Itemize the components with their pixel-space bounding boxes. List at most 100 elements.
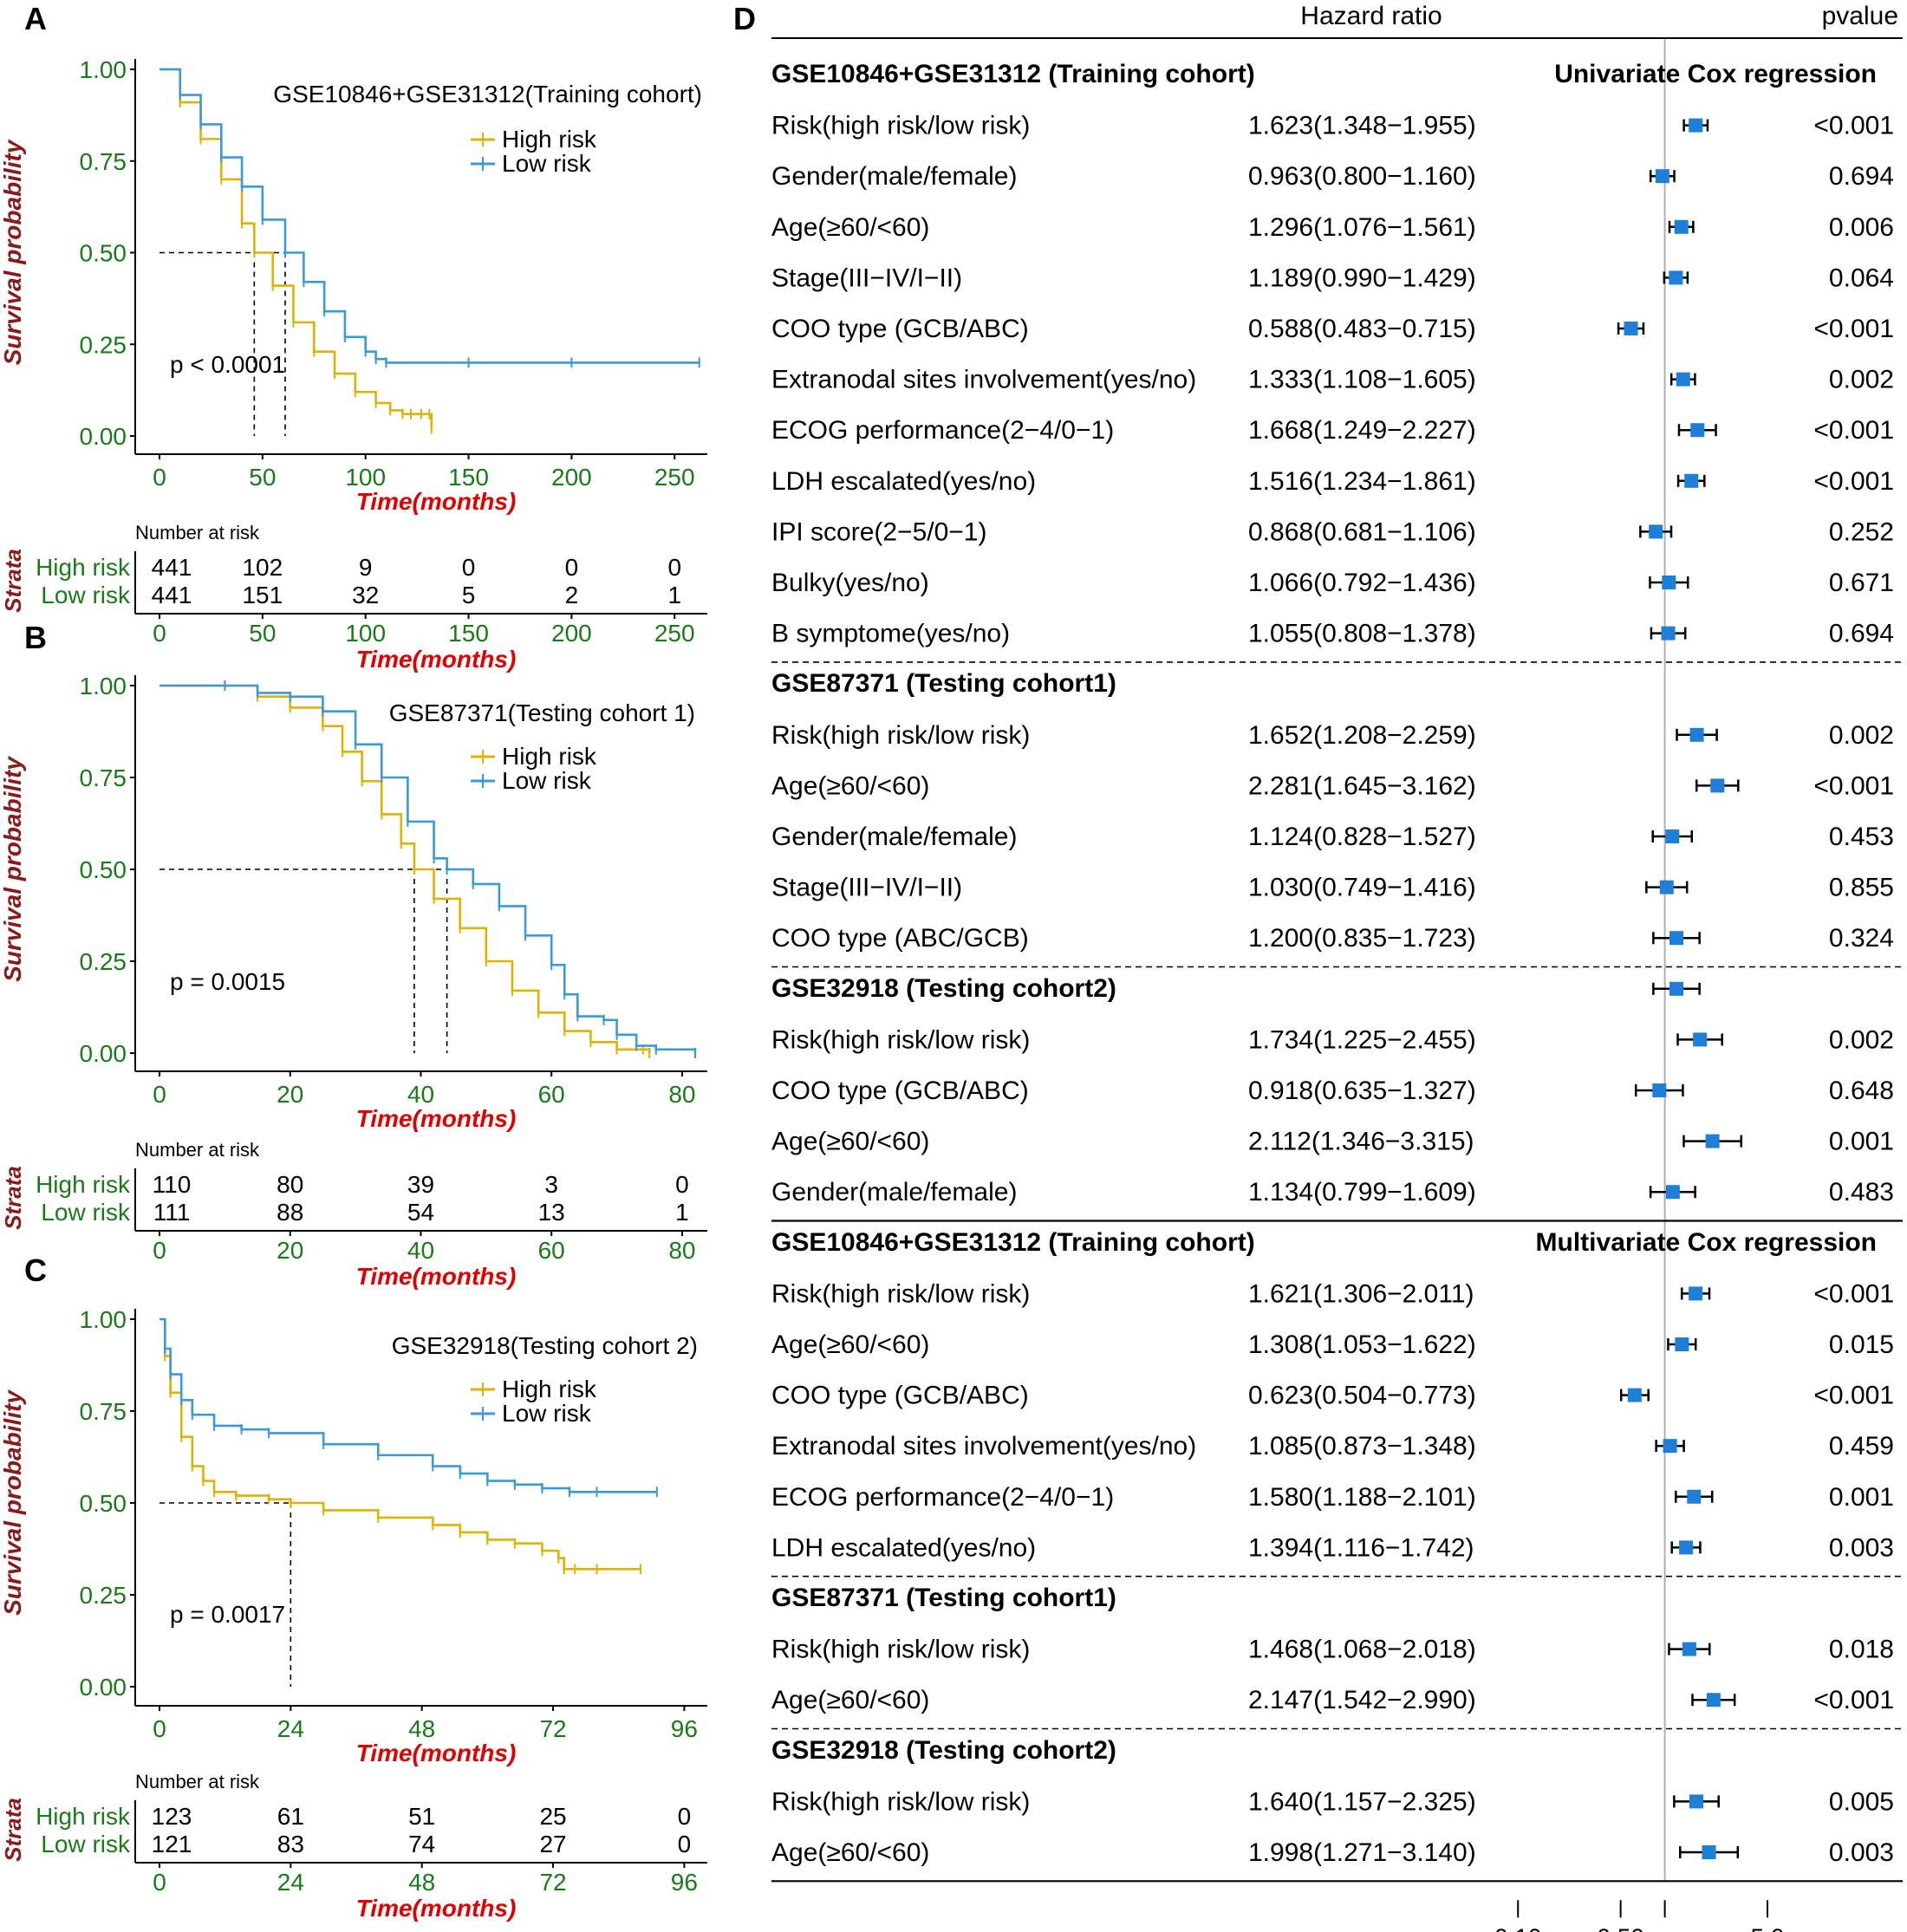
risk-table-low-value: 74 (408, 1831, 435, 1857)
p-value: 0.002 (1829, 721, 1894, 750)
p-value: 0.694 (1829, 162, 1894, 191)
p-value: 0.002 (1829, 1025, 1894, 1054)
p-value-label: p = 0.0015 (170, 968, 285, 995)
hazard-ratio-ci: 1.394(1.116−1.742) (1248, 1533, 1474, 1562)
hazard-ratio-ci: 0.868(0.681−1.106) (1248, 517, 1476, 546)
p-value: 0.003 (1829, 1533, 1894, 1562)
regression-type-header: Multivariate Cox regression (1536, 1228, 1877, 1257)
risk-table-high-value: 0 (462, 554, 476, 581)
hazard-ratio-ci: 1.030(0.749−1.416) (1248, 874, 1476, 902)
p-value: <0.001 (1813, 467, 1894, 496)
variable-label: LDH escalated(yes/no) (771, 467, 1036, 496)
hazard-ratio-ci: 1.055(0.808−1.378) (1248, 620, 1476, 648)
panel-label-b: B (24, 620, 47, 655)
p-value: <0.001 (1813, 416, 1894, 445)
hr-point (1665, 829, 1680, 843)
variable-label: LDH escalated(yes/no) (771, 1533, 1036, 1562)
risk-table-time-label: 250 (654, 620, 695, 647)
x-tick-label: 0 (153, 1081, 166, 1108)
risk-table-low-value: 121 (152, 1831, 192, 1857)
low-risk-curve (159, 684, 697, 1053)
variable-label: COO type (GCB/ABC) (771, 1077, 1029, 1105)
risk-table-time-label: 150 (448, 620, 489, 647)
hazard-ratio-ci: 1.668(1.249−2.227) (1248, 416, 1476, 445)
risk-table-time-label: 20 (277, 1237, 303, 1264)
p-value: 0.459 (1829, 1432, 1894, 1460)
y-tick-label: 0.75 (80, 148, 127, 175)
p-value: 0.453 (1829, 823, 1894, 851)
hazard-ratio-ci: 2.147(1.542−2.990) (1248, 1686, 1476, 1714)
hazard-ratio-ci: 0.623(0.504−0.773) (1248, 1382, 1476, 1410)
variable-label: Extranodal sites involvement(yes/no) (771, 366, 1196, 394)
risk-table-high-value: 441 (152, 554, 192, 581)
y-tick-label: 0.25 (80, 331, 127, 358)
x-axis-title: Time(months) (356, 1105, 517, 1132)
p-value: 0.002 (1829, 366, 1894, 394)
hr-point (1693, 1032, 1708, 1047)
y-axis-title: Survival probability (0, 139, 26, 365)
km-title: GSE32918(Testing cohort 2) (392, 1332, 698, 1359)
y-tick-label: 0.50 (80, 240, 127, 267)
p-value: 0.252 (1829, 517, 1894, 546)
risk-table-high-value: 0 (565, 554, 579, 581)
hr-point (1655, 169, 1669, 184)
cohort-header: GSE10846+GSE31312 (Training cohort) (771, 1228, 1255, 1257)
forest-axis-tick-label: 0.10 (1494, 1923, 1542, 1932)
risk-table-low-value: 5 (462, 582, 476, 608)
x-axis-title: Time(months) (356, 1740, 517, 1766)
risk-table-time-label: 200 (551, 620, 592, 647)
risk-table-high-value: 0 (678, 1803, 692, 1830)
risk-table-x-title: Time(months) (356, 1895, 517, 1922)
hr-point (1679, 1540, 1694, 1555)
hazard-ratio-ci: 1.998(1.271−3.140) (1248, 1838, 1476, 1867)
p-value: <0.001 (1813, 315, 1894, 343)
strata-label: Strata (0, 549, 26, 613)
variable-label: Age(≥60/<60) (771, 1128, 929, 1156)
cohort-header: GSE32918 (Testing cohort2) (771, 974, 1116, 1003)
variable-label: Gender(male/female) (771, 823, 1017, 851)
hazard-ratio-ci: 0.963(0.800−1.160) (1248, 162, 1476, 191)
risk-table-time-label: 80 (668, 1237, 695, 1264)
hr-point (1652, 1083, 1667, 1097)
hazard-ratio-ci: 2.112(1.346−3.315) (1248, 1128, 1474, 1156)
legend-high-label: High risk (502, 743, 597, 770)
x-tick-label: 72 (539, 1715, 566, 1742)
hazard-ratio-ci: 1.296(1.076−1.561) (1248, 213, 1476, 242)
panel-label-d: D (733, 1, 756, 36)
risk-table-x-title: Time(months) (356, 646, 517, 673)
y-tick-label: 0.00 (80, 1040, 127, 1067)
hazard-ratio-ci: 1.621(1.306−2.011) (1248, 1279, 1474, 1308)
p-value-label: p = 0.0017 (170, 1601, 285, 1628)
cohort-header: GSE87371 (Testing cohort1) (771, 1584, 1116, 1612)
variable-label: COO type (ABC/GCB) (771, 924, 1029, 953)
hr-point (1675, 1337, 1689, 1351)
risk-table-low-value: 13 (538, 1199, 565, 1226)
risk-table-time-label: 100 (345, 620, 386, 647)
hazard-ratio-header: Hazard ratio (1300, 2, 1442, 30)
hr-point (1705, 1134, 1720, 1148)
variable-label: Gender(male/female) (771, 1178, 1017, 1207)
y-axis-title: Survival probability (0, 756, 26, 982)
y-tick-label: 0.50 (80, 1490, 127, 1517)
legend-low-label: Low risk (502, 767, 592, 794)
risk-table-time-label: 0 (153, 620, 166, 647)
x-tick-label: 150 (448, 464, 489, 491)
y-tick-label: 0.25 (80, 1582, 127, 1609)
hr-point (1676, 372, 1690, 387)
x-tick-label: 200 (551, 464, 592, 491)
risk-table-high-value: 39 (407, 1171, 434, 1198)
variable-label: B symptome(yes/no) (771, 620, 1010, 648)
y-tick-label: 0.25 (80, 948, 127, 975)
p-value: 0.324 (1829, 924, 1894, 953)
hr-point (1624, 322, 1638, 335)
variable-label: COO type (GCB/ABC) (771, 1382, 1029, 1410)
number-at-risk-title: Number at risk (135, 522, 260, 543)
variable-label: Risk(high risk/low risk) (771, 721, 1030, 750)
variable-label: ECOG performance(2−4/0−1) (771, 416, 1114, 445)
forest-plot: Hazard ratio pvalue GSE10846+GSE31312 (Tra… (771, 2, 1903, 1932)
x-tick-label: 250 (654, 464, 695, 491)
x-tick-label: 40 (407, 1081, 434, 1108)
variable-label: Risk(high risk/low risk) (771, 1279, 1030, 1308)
y-axis-title: Survival probability (0, 1389, 26, 1616)
legend-low-label: Low risk (502, 1400, 592, 1427)
